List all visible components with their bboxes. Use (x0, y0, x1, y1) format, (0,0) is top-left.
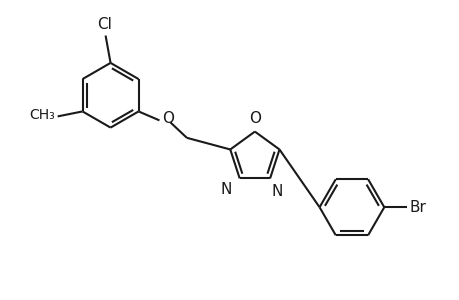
Text: CH₃: CH₃ (29, 108, 55, 122)
Text: O: O (248, 111, 260, 126)
Text: O: O (162, 111, 174, 126)
Text: N: N (220, 182, 232, 197)
Text: Br: Br (408, 200, 425, 215)
Text: Cl: Cl (96, 17, 111, 32)
Text: N: N (270, 184, 282, 200)
